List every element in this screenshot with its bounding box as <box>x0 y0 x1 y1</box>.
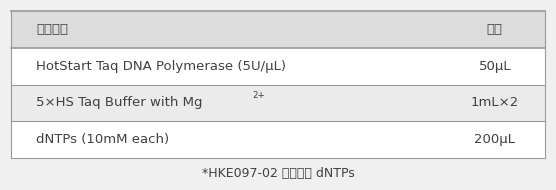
Text: dNTPs (10mM each): dNTPs (10mM each) <box>36 133 169 146</box>
Text: 产品组成: 产品组成 <box>36 23 68 36</box>
Bar <box>11 48 545 85</box>
Text: 1mL×2: 1mL×2 <box>471 96 519 109</box>
Bar <box>11 121 545 158</box>
Text: 200μL: 200μL <box>474 133 515 146</box>
Text: 50μL: 50μL <box>479 60 511 73</box>
Bar <box>11 85 545 121</box>
Text: 体积: 体积 <box>487 23 503 36</box>
Text: *HKE097-02 系列不含 dNTPs: *HKE097-02 系列不含 dNTPs <box>202 167 354 180</box>
Bar <box>11 11 545 48</box>
Text: HotStart Taq DNA Polymerase (5U/μL): HotStart Taq DNA Polymerase (5U/μL) <box>36 60 286 73</box>
Text: 5×HS Taq Buffer with Mg: 5×HS Taq Buffer with Mg <box>36 96 202 109</box>
Text: 2+: 2+ <box>252 91 265 100</box>
